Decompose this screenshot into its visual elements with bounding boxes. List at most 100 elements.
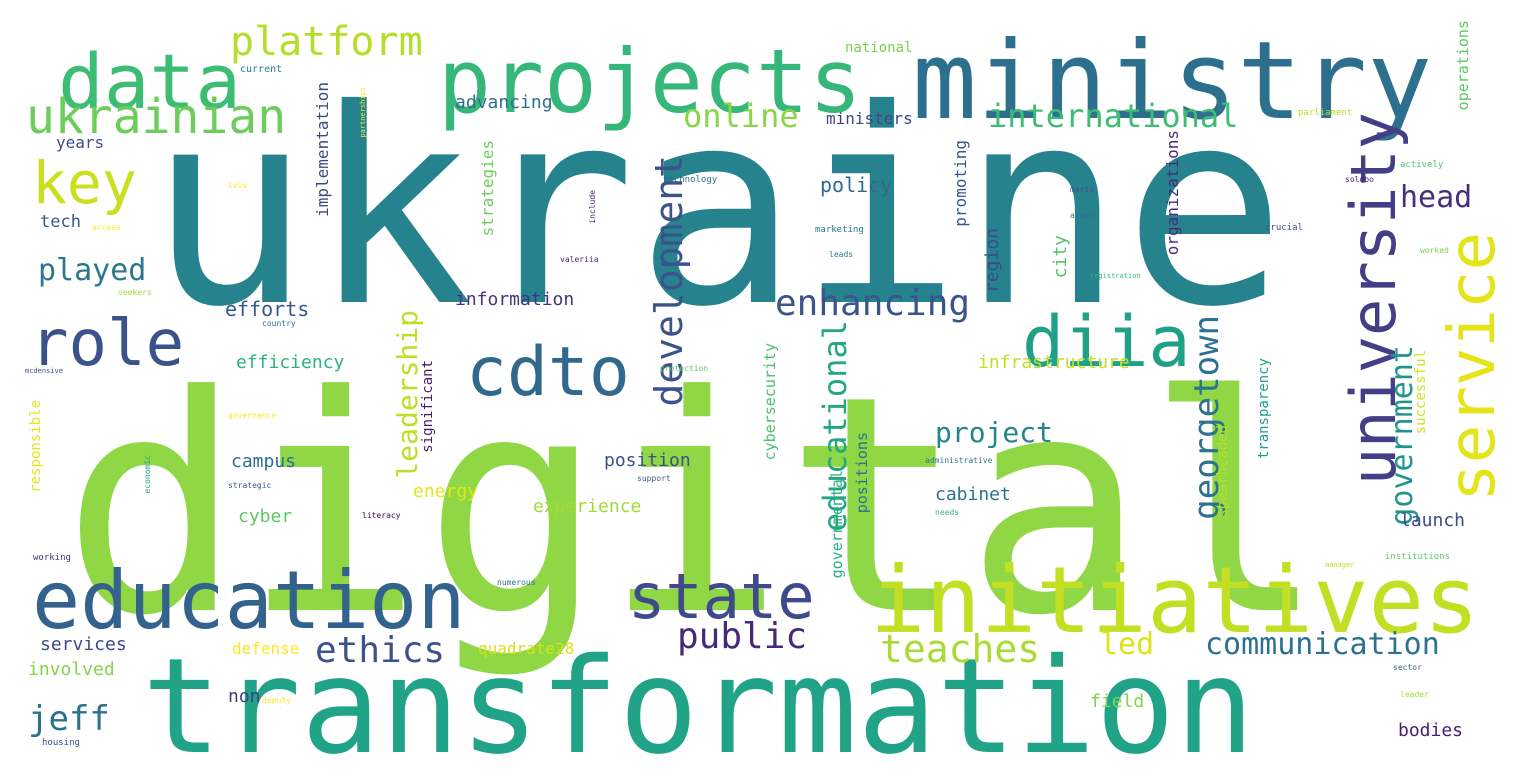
- word-initiatives: initiatives: [870, 547, 1479, 654]
- word-policy: policy: [820, 173, 892, 197]
- word-housing: housing: [42, 738, 80, 748]
- word-infrastructure: infrastructure: [978, 352, 1130, 373]
- word-ethics: ethics: [315, 630, 445, 671]
- word-successful: successful: [1413, 350, 1429, 434]
- word-numerous: numerous: [497, 578, 536, 587]
- word-deputy: deputy: [262, 696, 291, 705]
- word-ukraine: ukraine: [148, 51, 1286, 366]
- word-campus: campus: [231, 451, 296, 472]
- word-communication: communication: [1205, 627, 1440, 662]
- word-involved: involved: [28, 659, 115, 680]
- word-needs: needs: [935, 508, 959, 517]
- word-organizations: organizations: [1163, 130, 1182, 255]
- word-current: current: [240, 64, 282, 75]
- word-valeriia: valeriia: [560, 255, 599, 264]
- word-education: education: [32, 554, 465, 647]
- word-technology: technology: [663, 175, 718, 185]
- word-aimed: aimed: [1070, 211, 1094, 220]
- word-economic: economic: [143, 455, 152, 494]
- word-positions: positions: [853, 432, 871, 513]
- word-jeff: jeff: [28, 699, 110, 739]
- word-experience: experience: [533, 496, 641, 517]
- word-enhancing: enhancing: [775, 283, 970, 324]
- word-quadrate28: quadrate28: [478, 639, 574, 658]
- word-significant: significant: [420, 360, 436, 453]
- word-advancing: advancing: [455, 92, 553, 113]
- word-leads: leads: [829, 250, 853, 259]
- word-ministers: ministers: [826, 109, 913, 128]
- word-ministry: ministry: [912, 19, 1432, 144]
- word-bodies: bodies: [1398, 720, 1463, 741]
- word-transparency: transparency: [1256, 358, 1272, 459]
- word-institutions: institutions: [1385, 552, 1450, 562]
- word-partnerships: partnerships: [359, 87, 367, 138]
- word-online: online: [683, 97, 799, 135]
- word-maria: maria: [1070, 185, 1094, 194]
- word-national: national: [845, 40, 912, 56]
- word-international: international: [988, 97, 1238, 135]
- word-mcdensive: mcdensive: [25, 367, 63, 375]
- word-spearheaded: spearheaded: [1215, 425, 1231, 518]
- word-worked: worked: [1420, 246, 1449, 255]
- word-head: head: [1400, 180, 1472, 215]
- word-leadership: leadership: [391, 310, 424, 479]
- word-development: development: [647, 155, 691, 407]
- word-tech: tech: [40, 212, 81, 232]
- word-protection: protection: [660, 364, 708, 373]
- word-public: public: [677, 616, 807, 657]
- word-state: state: [628, 560, 815, 633]
- word-country: country: [262, 319, 296, 328]
- word-data: data: [58, 37, 241, 126]
- word-platform: platform: [230, 19, 423, 65]
- word-leader: leader: [1400, 690, 1429, 699]
- word-defense: defense: [232, 639, 299, 658]
- word-registration: registration: [1090, 272, 1141, 280]
- word-marketing: marketing: [815, 225, 864, 235]
- word-access: access: [92, 223, 121, 232]
- word-role: role: [30, 307, 184, 381]
- word-energy: energy: [413, 481, 478, 502]
- word-implementation: implementation: [313, 82, 332, 217]
- word-sector: sector: [1393, 663, 1422, 672]
- word-efficiency: efficiency: [236, 352, 345, 373]
- word-educational: educational: [816, 320, 854, 532]
- word-cabinet: cabinet: [935, 484, 1011, 505]
- word-position: position: [604, 450, 691, 471]
- word-region: region: [982, 228, 1003, 293]
- word-lviv: lviv: [228, 181, 247, 190]
- word-strategies: strategies: [478, 140, 497, 236]
- word-manager: manager: [1325, 561, 1355, 569]
- word-information: information: [455, 289, 574, 310]
- word-ukrainian: ukrainian: [26, 89, 286, 145]
- word-launch: launch: [1400, 510, 1465, 531]
- word-cyber: cyber: [238, 506, 292, 527]
- word-governmental: governmental: [828, 470, 846, 578]
- word-crucial: crucial: [1265, 223, 1303, 233]
- word-key: key: [32, 149, 137, 217]
- word-services: services: [40, 634, 127, 655]
- word-administrative: administrative: [925, 456, 993, 465]
- word-support: support: [637, 474, 671, 483]
- word-seekers: seekers: [118, 288, 152, 297]
- word-georgetown: georgetown: [1187, 315, 1227, 520]
- word-field: field: [1090, 691, 1144, 712]
- word-led: led: [1100, 627, 1154, 662]
- word-government: government: [1385, 345, 1420, 526]
- word-cybersecurity: cybersecurity: [761, 343, 779, 460]
- word-played: played: [38, 253, 146, 288]
- word-project: project: [935, 416, 1053, 449]
- word-strategic: strategic: [228, 481, 272, 490]
- word-diia: diia: [1022, 301, 1191, 383]
- word-parliament: parliament: [1298, 108, 1352, 118]
- word-literacy: literacy: [362, 511, 401, 520]
- word-working: working: [33, 553, 71, 563]
- word-university: university: [1337, 112, 1410, 485]
- word-efforts: efforts: [225, 297, 309, 321]
- word-actively: actively: [1400, 160, 1444, 170]
- word-city: city: [1050, 235, 1071, 279]
- word-projects: projects: [438, 30, 862, 133]
- word-service: service: [1436, 232, 1510, 502]
- word-responsible: responsible: [28, 400, 44, 493]
- word-digital: digital: [62, 332, 1326, 681]
